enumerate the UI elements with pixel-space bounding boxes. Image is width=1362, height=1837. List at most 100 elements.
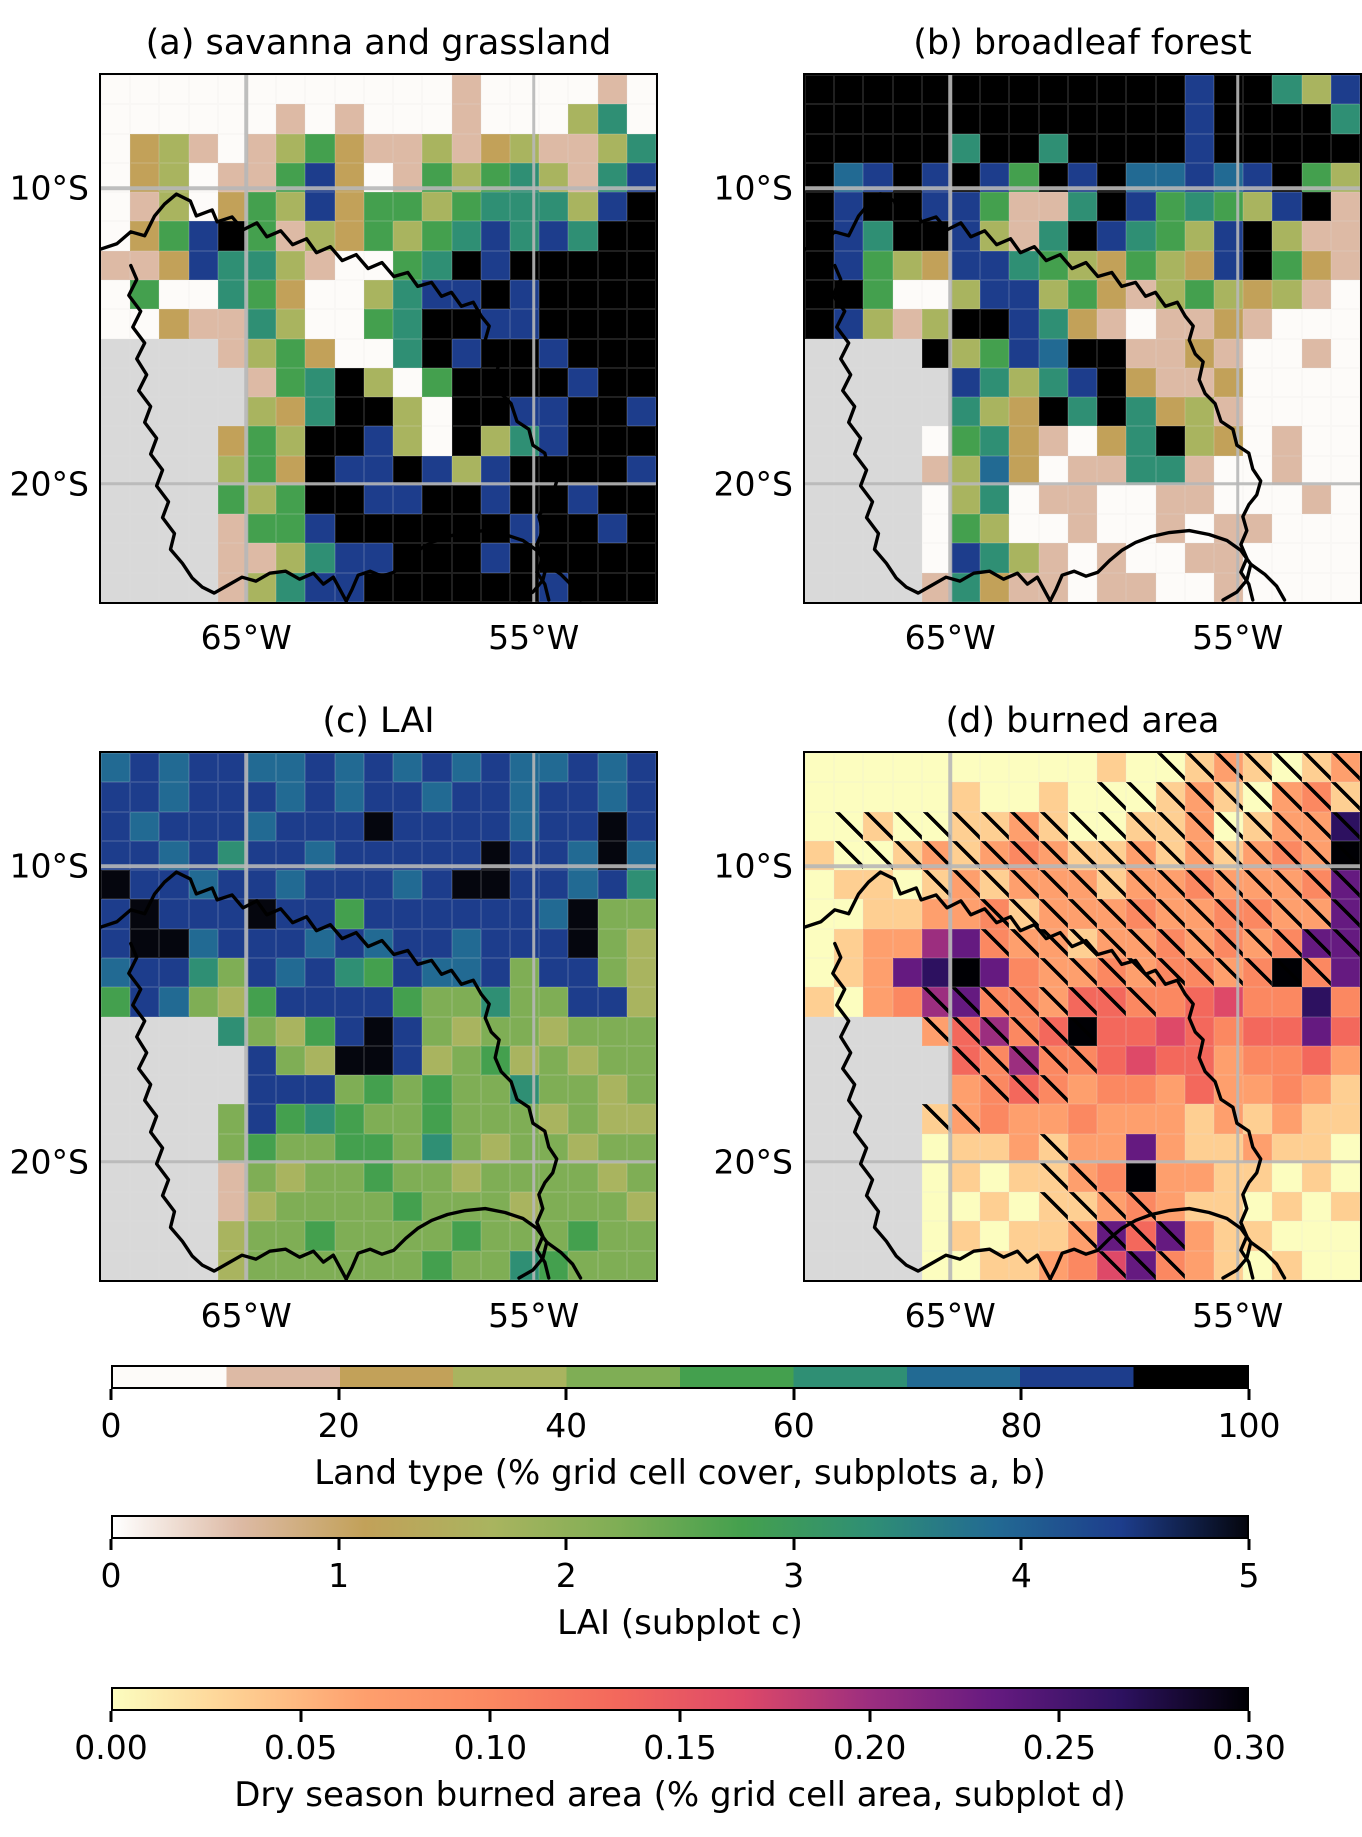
raster-cell (834, 279, 864, 310)
parallel-gridline (101, 864, 656, 869)
raster-cell (188, 1192, 218, 1222)
raster-cell (1038, 1133, 1068, 1163)
raster-cell (480, 367, 510, 398)
raster-cell (1272, 104, 1302, 134)
raster-cell (1067, 782, 1098, 812)
raster-cell (626, 572, 656, 602)
raster-cell (834, 514, 864, 544)
raster-cell (1243, 1016, 1273, 1046)
raster-cell (159, 397, 189, 427)
raster-cell (363, 397, 394, 427)
raster-cell (1155, 455, 1185, 485)
raster-cell (1243, 426, 1273, 456)
raster-cell (451, 104, 481, 134)
raster-cell (334, 811, 364, 841)
raster-cell (188, 367, 218, 398)
longitude-tick-label: 55°W (488, 618, 580, 657)
raster-cell (1184, 1133, 1214, 1163)
raster-cell (130, 426, 160, 456)
raster-cell (1097, 1221, 1127, 1251)
colorbar-tick-label: 0.05 (263, 1728, 338, 1767)
raster-cell (188, 1075, 218, 1105)
raster-cell (1243, 1250, 1273, 1280)
raster-cell (863, 753, 893, 783)
raster-cell (539, 192, 569, 222)
raster-cell (1097, 572, 1127, 602)
raster-cell (1097, 1192, 1127, 1222)
raster-cell (393, 514, 423, 544)
raster-cell (1067, 514, 1098, 544)
raster-cell (334, 221, 364, 251)
raster-cell (863, 455, 893, 485)
raster-cell (159, 484, 189, 515)
raster-cell (568, 484, 598, 515)
raster-cell (863, 309, 893, 339)
raster-cell (863, 928, 893, 958)
raster-cell (217, 811, 248, 841)
raster-cell (247, 811, 277, 841)
raster-cell (597, 397, 627, 427)
raster-cell (159, 426, 189, 456)
raster-cell (921, 221, 952, 251)
raster-cell (1301, 1162, 1331, 1193)
raster-cell (1330, 870, 1360, 900)
raster-cell (626, 367, 656, 398)
raster-cell (480, 484, 510, 515)
raster-cell (1155, 782, 1185, 812)
raster-cell (597, 899, 627, 929)
raster-cell (451, 279, 481, 310)
raster-cell (1126, 1192, 1156, 1222)
raster-cell (921, 1016, 952, 1046)
raster-cell (1009, 572, 1039, 602)
raster-cell (834, 192, 864, 222)
raster-cell (951, 221, 981, 251)
raster-cell (188, 870, 218, 900)
raster-cell (130, 104, 160, 134)
raster-cell (247, 928, 277, 958)
raster-cell (568, 782, 598, 812)
raster-cell (305, 753, 335, 783)
raster-cell (130, 1250, 160, 1280)
raster-cell (451, 1162, 481, 1193)
raster-cell (1097, 279, 1127, 310)
raster-cell (1097, 1104, 1127, 1134)
raster-cell (1126, 279, 1156, 310)
colorbar-tick-label: 0 (100, 1406, 122, 1445)
raster-cell (422, 279, 452, 310)
raster-cell (334, 1016, 364, 1046)
raster-cell (1330, 192, 1360, 222)
raster-cell (101, 957, 131, 988)
raster-cell (805, 572, 835, 602)
raster-cell (1126, 338, 1156, 368)
raster-cell (1126, 1162, 1156, 1193)
raster-cell (101, 192, 131, 222)
latitude-tick-label: 10°S (9, 168, 89, 208)
raster-cell (1272, 279, 1302, 310)
raster-cell (480, 572, 510, 602)
raster-cell (1038, 397, 1068, 427)
raster-cell (568, 367, 598, 398)
raster-cell (805, 928, 835, 958)
raster-cell (892, 572, 922, 602)
colorbar-tick (488, 1711, 492, 1722)
raster-cell (393, 455, 423, 485)
raster-cell (1184, 367, 1214, 398)
raster-cell (1155, 543, 1185, 573)
raster-cell (1038, 250, 1068, 280)
raster-cell (951, 543, 981, 573)
raster-cell (188, 397, 218, 427)
raster-cell (834, 338, 864, 368)
raster-cell (834, 1045, 864, 1076)
raster-grid (101, 753, 656, 1280)
raster-cell (1009, 899, 1039, 929)
raster-cell (363, 1133, 394, 1163)
raster-cell (276, 397, 306, 427)
raster-cell (276, 250, 306, 280)
raster-cell (892, 514, 922, 544)
raster-cell (247, 753, 277, 783)
raster-cell (980, 104, 1010, 134)
raster-cell (217, 279, 248, 310)
raster-cell (863, 1162, 893, 1193)
raster-cell (217, 753, 248, 783)
raster-cell (451, 899, 481, 929)
